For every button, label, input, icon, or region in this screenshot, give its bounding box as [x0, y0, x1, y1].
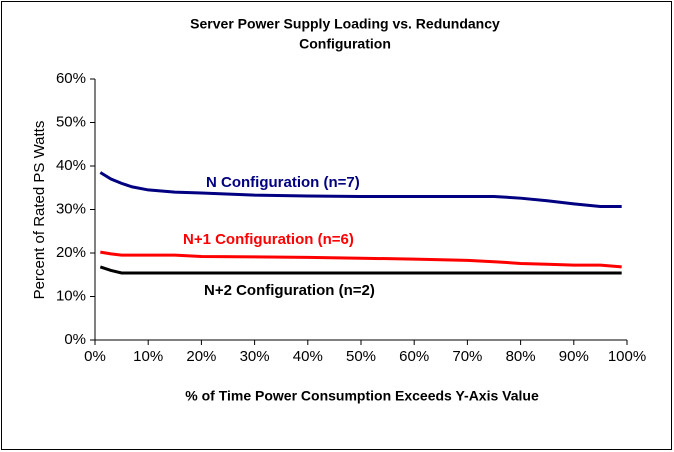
series-line — [99, 265, 622, 275]
y-tick-label: 50% — [56, 113, 86, 130]
chart-title: Server Power Supply Loading vs. Redundan… — [190, 16, 500, 32]
series-line — [99, 171, 622, 208]
x-tick-label: 60% — [399, 348, 429, 365]
x-tick-label: 0% — [84, 348, 106, 365]
y-tick-label: 60% — [56, 70, 86, 87]
y-tick-label: 0% — [64, 331, 86, 348]
y-tick-label: 20% — [56, 244, 86, 261]
series-label: N+2 Configuration (n=2) — [204, 282, 375, 299]
series-label: N Configuration (n=7) — [206, 174, 360, 191]
y-tick-label: 30% — [56, 200, 86, 217]
x-tick-label: 30% — [240, 348, 270, 365]
x-tick-label: 80% — [506, 348, 536, 365]
series-line — [100, 250, 622, 269]
x-tick-label: 90% — [559, 348, 589, 365]
x-axis-label: % of Time Power Consumption Exceeds Y-Ax… — [185, 388, 539, 404]
series-label: N+1 Configuration (n=6) — [183, 231, 354, 248]
x-tick-label: 20% — [186, 348, 216, 365]
y-tick-label: 10% — [56, 287, 86, 304]
chart-title: Configuration — [299, 36, 391, 52]
x-tick-label: 10% — [133, 348, 163, 365]
x-tick-label: 50% — [346, 348, 376, 365]
y-axis-label: Percent of Rated PS Watts — [31, 121, 48, 300]
x-tick-label: 70% — [452, 348, 482, 365]
x-tick-label: 40% — [293, 348, 323, 365]
x-tick-label: 100% — [608, 348, 646, 365]
y-tick-label: 40% — [56, 157, 86, 174]
